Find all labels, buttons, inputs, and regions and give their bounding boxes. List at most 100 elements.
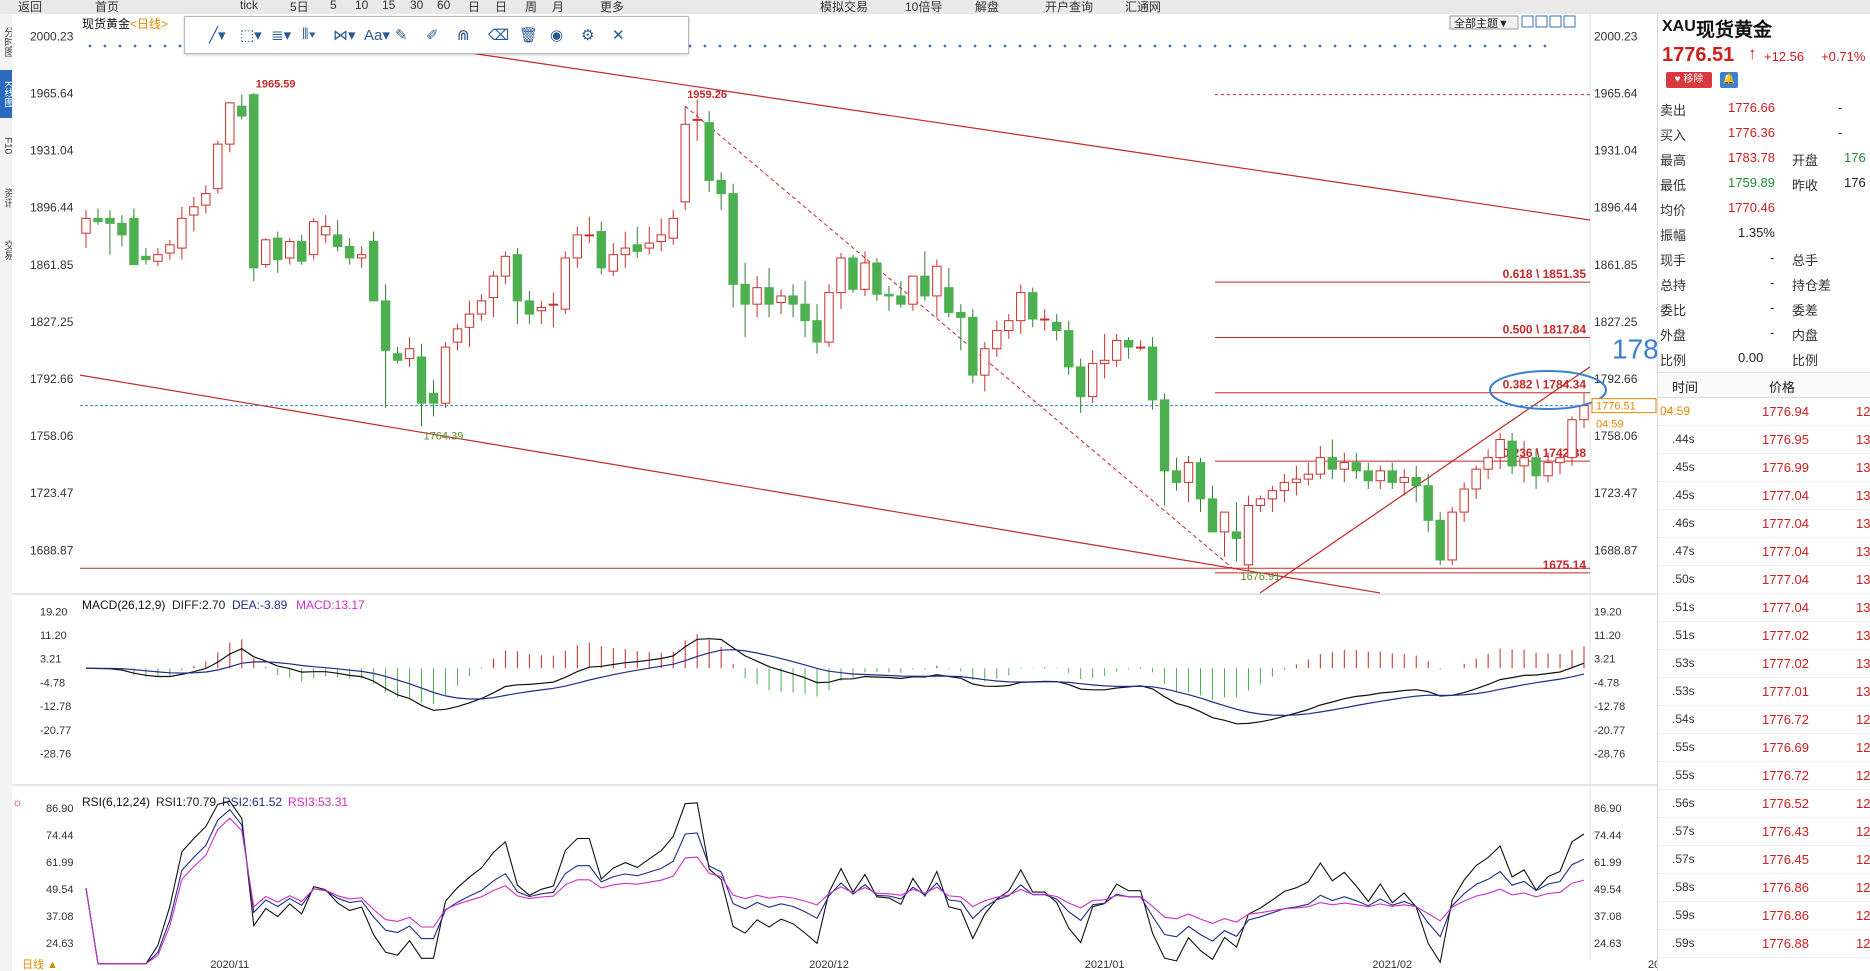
eye-tool-icon[interactable]: ◉ <box>550 27 564 44</box>
rsi-tick-right-3: 49.54 <box>1594 884 1622 896</box>
candle-body-55 <box>740 283 750 305</box>
candle-body-117 <box>1483 457 1493 470</box>
y-tick-right-2: 1931.04 <box>1594 144 1638 158</box>
line-tool-icon[interactable]: ╱▾ <box>209 27 226 44</box>
toolbar-item-5[interactable]: 5日 <box>290 0 309 14</box>
candle-body-8 <box>177 217 187 249</box>
tick-time-17: .58s <box>1672 880 1695 894</box>
dot <box>1363 44 1367 48</box>
toolbar-item-18[interactable]: 模拟交易 <box>820 0 869 14</box>
dot <box>1108 44 1112 48</box>
dot <box>793 44 797 48</box>
candle-body-110 <box>1399 476 1409 483</box>
tick-price-8: 1777.02 <box>1762 628 1809 643</box>
delete-tool-icon[interactable]: 🗑 <box>519 27 539 44</box>
tick-volume-3: 13 <box>1856 488 1870 503</box>
x-label-1: 2020/12 <box>809 959 849 971</box>
close-tool-icon[interactable]: ✕ <box>612 27 625 44</box>
candle-body-101 <box>1291 478 1302 483</box>
rsi-tick-left-4: 37.08 <box>46 911 74 923</box>
dot <box>868 44 872 48</box>
fib-label-2: 0.382 \ 1784.34 <box>1503 378 1587 392</box>
rect-tool-icon[interactable]: ⬚▾ <box>240 27 262 44</box>
gear-tool-icon[interactable]: ⚙ <box>581 27 595 44</box>
toolbar-item-19[interactable]: 10倍导 <box>905 0 943 14</box>
candle-body-56 <box>752 287 762 305</box>
toolbar-item-12[interactable]: 日 <box>495 0 508 14</box>
toolbar-item-7[interactable]: 10 <box>355 0 369 12</box>
left-tab-3[interactable]: 资讯 <box>2 188 13 208</box>
left-tab-1[interactable]: K线图 <box>0 70 13 118</box>
chart-background <box>12 14 1657 971</box>
quote-row-label2-2: 开盘 <box>1792 153 1819 168</box>
candle-body-41 <box>572 234 583 259</box>
dot <box>1408 44 1412 48</box>
left-tab-4[interactable]: 交易 <box>2 240 13 260</box>
tick-row-3: .45s 1777.04 13 <box>1658 482 1870 510</box>
pen-tool-icon[interactable]: ✐ <box>426 27 439 44</box>
toolbar-item-1[interactable]: 首页 <box>95 0 120 14</box>
tick-time-3: .45s <box>1672 488 1695 502</box>
candle-body-7 <box>165 244 175 254</box>
macd-tick-right-0: 19.20 <box>1594 606 1622 618</box>
dot <box>733 44 737 48</box>
tick-time-5: .47s <box>1672 544 1695 558</box>
candle-body-46 <box>632 244 642 252</box>
tick-volume-2: 13 <box>1856 460 1870 475</box>
toolbar-item-11[interactable]: 日 <box>468 0 481 14</box>
tick-volume-12: 12 <box>1856 740 1870 755</box>
quote-row-label-4: 均价 <box>1660 203 1687 218</box>
bell-icon[interactable]: 🔔 <box>1720 72 1738 88</box>
candle-body-107 <box>1363 470 1373 482</box>
tick-time-4: .46s <box>1672 516 1695 530</box>
magnet-tool-icon[interactable]: ⋒ <box>457 27 470 44</box>
dot <box>118 44 122 48</box>
dot <box>1513 44 1517 48</box>
quote-row-value-2: 1783.78 <box>1728 150 1775 165</box>
y-tick-right-5: 1827.25 <box>1594 315 1638 329</box>
macd-tick-right-5: -20.77 <box>1594 725 1625 737</box>
toolbar-item-15[interactable]: 更多 <box>600 0 625 14</box>
candle-body-20 <box>320 226 331 236</box>
theme-button-label: 全部主题▼ <box>1454 16 1509 30</box>
remove-favorite-button[interactable]: ♥ 移除 <box>1666 72 1712 88</box>
candle-body-67 <box>884 293 894 297</box>
candle-body-38 <box>536 306 547 312</box>
candle-body-64 <box>848 257 858 290</box>
toolbar-item-21[interactable]: 开户查询 <box>1045 0 1094 14</box>
candle-body-114 <box>1447 511 1457 561</box>
text-tool-icon[interactable]: Aa▾ <box>364 27 390 44</box>
macd-tick-left-5: -20.77 <box>40 725 71 737</box>
toolbar-item-6[interactable]: 5 <box>330 0 337 12</box>
toolbar-item-8[interactable]: 15 <box>382 0 396 12</box>
rsi-tick-right-0: 86.90 <box>1594 803 1622 815</box>
toolbar-item-10[interactable]: 60 <box>437 0 451 12</box>
macd-macd-legend: MACD:13.17 <box>296 598 365 612</box>
pencil-tool-icon[interactable]: ✎ <box>395 27 408 44</box>
dot <box>1498 44 1502 48</box>
tick-volume-10: 13 <box>1856 684 1870 699</box>
toolbar-item-20[interactable]: 解盘 <box>975 0 1000 14</box>
tick-volume-13: 12 <box>1856 768 1870 783</box>
toolbar-item-13[interactable]: 周 <box>525 0 538 14</box>
x-label-3: 2021/02 <box>1372 959 1412 971</box>
toolbar-item-9[interactable]: 30 <box>410 0 424 12</box>
toolbar-item-0[interactable]: 返回 <box>18 0 43 14</box>
eraser-tool-icon[interactable]: ⌫ <box>488 27 510 44</box>
toolbar-item-22[interactable]: 汇通网 <box>1125 0 1162 14</box>
network-tool-icon[interactable]: ⋈▾ <box>333 27 356 44</box>
quote-row-value-3: 1759.89 <box>1728 175 1775 190</box>
layout-icon <box>1549 15 1562 28</box>
candle-body-25 <box>380 300 391 351</box>
tick-row-0: 04:59 1776.94 12 <box>1658 398 1870 426</box>
y-tick-right-0: 2000.23 <box>1594 29 1638 43</box>
left-tab-0[interactable]: 分时图 <box>2 27 13 57</box>
toolbar-item-4[interactable]: tick <box>240 0 258 12</box>
toolbar-item-14[interactable]: 月 <box>552 0 565 14</box>
fib-tool-icon[interactable]: ≣▾ <box>271 27 292 44</box>
left-tab-2[interactable]: F10 <box>2 137 13 155</box>
tick-time-2: .45s <box>1672 460 1695 474</box>
parallel-tool-icon[interactable]: ⦀▾ <box>302 26 316 43</box>
tick-time-14: .56s <box>1672 796 1695 810</box>
dot <box>1393 44 1397 48</box>
